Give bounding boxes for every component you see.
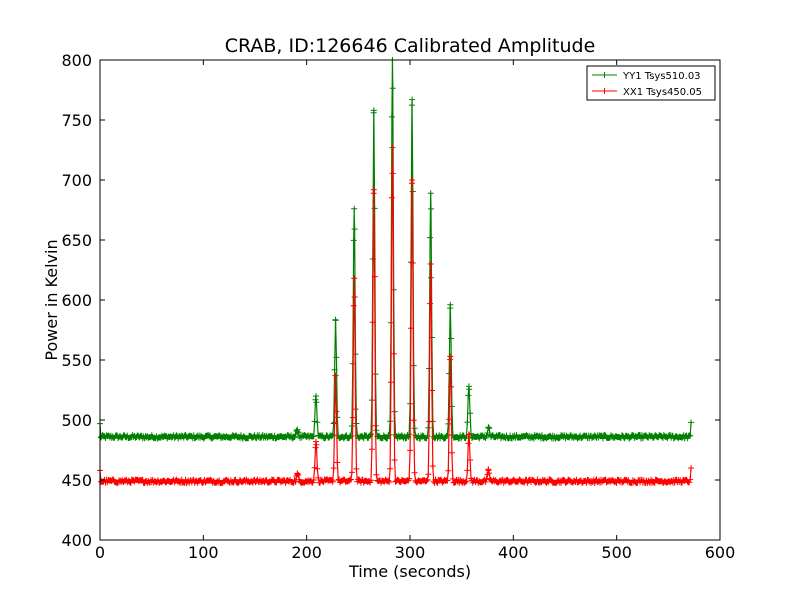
x-tick-label: 300: [395, 543, 426, 562]
x-tick-label: 200: [291, 543, 322, 562]
y-tick-label: 550: [61, 351, 92, 370]
x-tick-label: 500: [601, 543, 632, 562]
y-tick-label: 800: [61, 51, 92, 70]
x-tick-label: 400: [498, 543, 529, 562]
y-tick-label: 450: [61, 471, 92, 490]
legend-box: [586, 65, 716, 101]
axis-ticks: 0 100 200 300 400 500 600 400 450 500 550 600 650 700…: [61, 51, 735, 562]
y-tick-label: 600: [61, 291, 92, 310]
y-tick-label: 500: [61, 411, 92, 430]
x-tick-label: 0: [95, 543, 105, 562]
legend-label-yy1: YY1 Tsys510.03: [622, 71, 701, 82]
legend-marker-xx1: [601, 88, 608, 94]
legend: YY1 Tsys510.03 XX1 Tsys450.05: [586, 65, 716, 101]
y-tick-label: 650: [61, 231, 92, 250]
legend-marker-yy1: [601, 72, 608, 78]
series-yy1: [97, 57, 695, 442]
y-tick-label: 700: [61, 171, 92, 190]
series-markers: [97, 57, 695, 442]
chart-title: CRAB, ID:126646 Calibrated Amplitude: [225, 35, 596, 57]
series-layer: [97, 57, 695, 486]
series-line: [99, 59, 692, 441]
y-tick-label: 750: [61, 111, 92, 130]
y-tick-label: 400: [61, 531, 92, 550]
x-tick-label: 100: [188, 543, 219, 562]
x-axis-title: Time (seconds): [348, 562, 471, 581]
legend-label-xx1: XX1 Tsys450.05: [623, 87, 702, 98]
x-tick-label: 600: [705, 543, 736, 562]
y-axis-title: Power in Kelvin: [42, 239, 61, 360]
